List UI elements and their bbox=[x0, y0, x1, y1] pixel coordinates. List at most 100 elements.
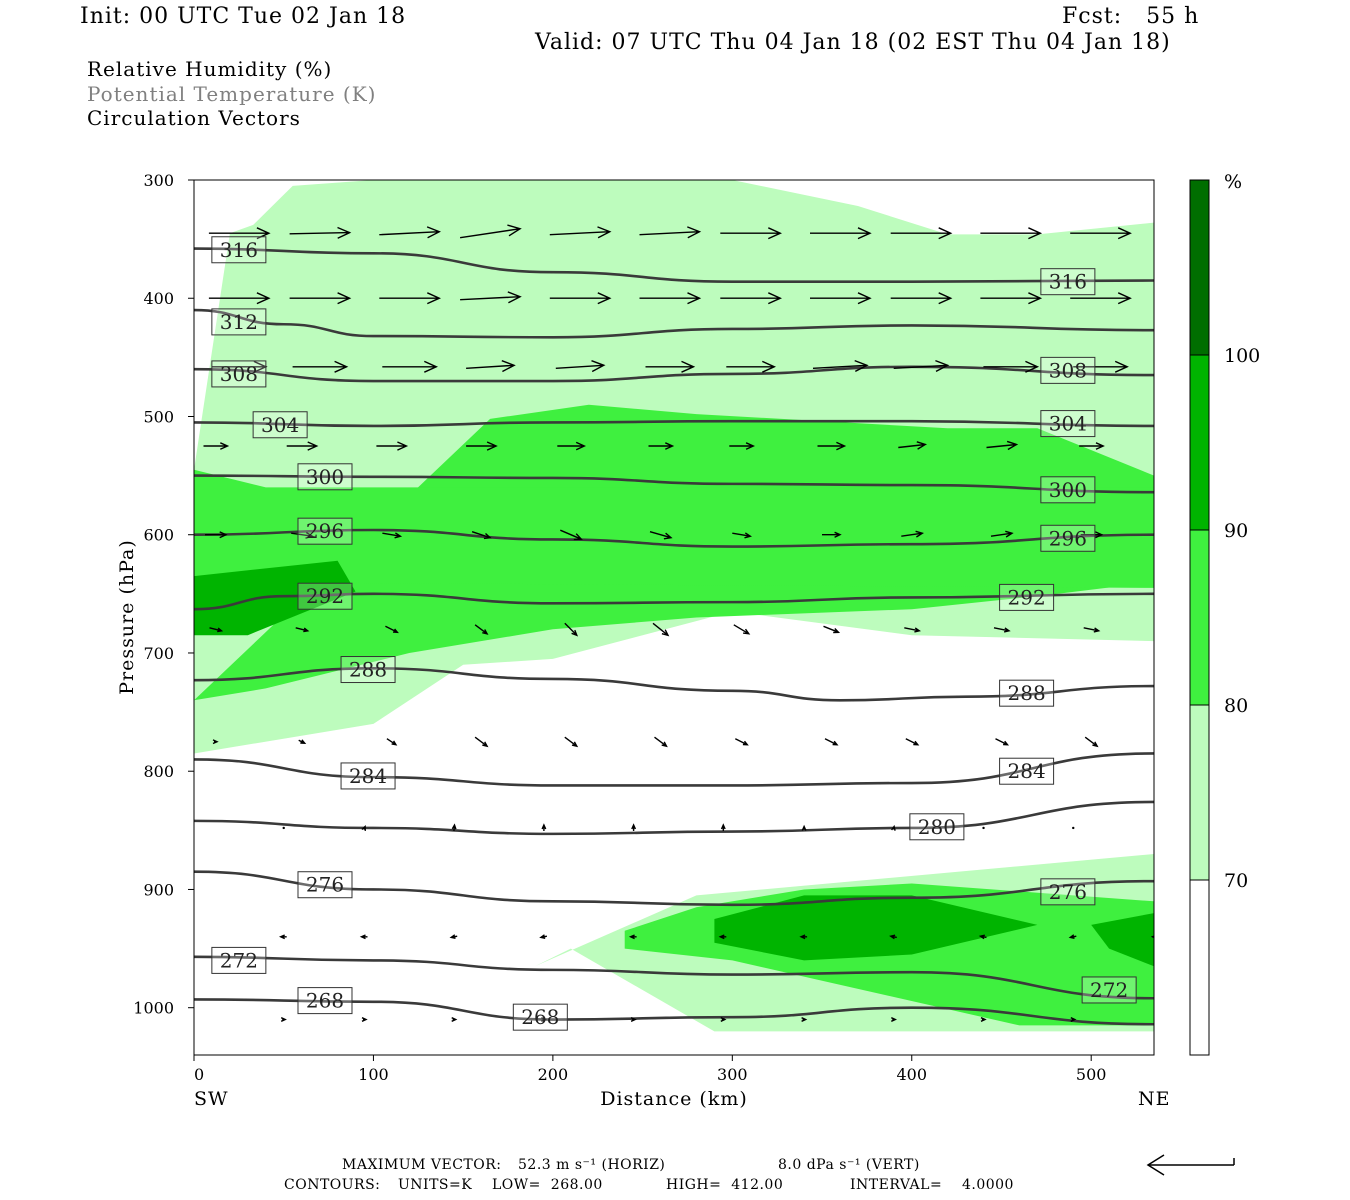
circulation-vector bbox=[720, 227, 783, 240]
circulation-vector bbox=[1080, 531, 1104, 539]
theta-label-box bbox=[297, 582, 353, 610]
circulation-vector bbox=[289, 226, 352, 239]
rh-region-90 bbox=[714, 895, 1038, 961]
circulation-vector bbox=[995, 738, 1010, 746]
circulation-vector bbox=[982, 826, 985, 830]
x-tick-label: 300 bbox=[717, 1065, 748, 1084]
circulation-vector bbox=[905, 738, 920, 746]
field-rh-title: Relative Humidity (%) bbox=[87, 57, 333, 81]
circulation-vector bbox=[891, 824, 896, 831]
circulation-vector bbox=[557, 441, 587, 451]
theta-label-box bbox=[211, 236, 267, 264]
circulation-vector bbox=[451, 1017, 458, 1022]
x-start-label: SW bbox=[194, 1088, 229, 1110]
theta-label-box bbox=[211, 360, 267, 388]
circulation-vector bbox=[208, 292, 271, 305]
x-tick-label: 0 bbox=[194, 1065, 204, 1084]
circulation-vector bbox=[1070, 227, 1132, 240]
valid-time: Valid: 07 UTC Thu 04 Jan 18 (02 EST Thu … bbox=[535, 30, 1171, 55]
circulation-vector bbox=[564, 622, 579, 637]
theta-label-box bbox=[297, 871, 353, 899]
circulation-vector bbox=[289, 292, 352, 305]
circulation-vector bbox=[212, 739, 219, 745]
axes-layer: 0 100 200 300 400 500 300 400 500 600 700 800 900 100… bbox=[133, 171, 1106, 1084]
circulation-vector bbox=[459, 224, 522, 239]
theta-label-box bbox=[999, 583, 1055, 611]
circulation-vector bbox=[639, 226, 702, 239]
circulation-vector bbox=[541, 823, 547, 831]
circulation-vector bbox=[449, 934, 458, 939]
circulation-vector bbox=[474, 624, 489, 635]
circulation-vector bbox=[382, 532, 403, 539]
circulation-vector bbox=[720, 823, 726, 831]
theta-contour-label: 296 bbox=[1049, 526, 1087, 550]
theta-contour-label: 292 bbox=[1008, 585, 1046, 609]
circulation-vector bbox=[652, 622, 670, 637]
x-tick-label: 500 bbox=[1076, 1065, 1107, 1084]
circulation-vector bbox=[471, 531, 492, 540]
theta-contour-label: 268 bbox=[521, 1005, 559, 1029]
circulation-vector bbox=[379, 226, 441, 239]
theta-contour-label: 300 bbox=[306, 465, 344, 489]
plot-frame bbox=[193, 179, 1155, 1056]
colorbar-level-label: 100 bbox=[1224, 345, 1260, 367]
circulation-vector bbox=[1068, 934, 1077, 939]
field-vectors-title: Circulation Vectors bbox=[87, 106, 301, 130]
circulation-vector bbox=[810, 292, 872, 305]
circulation-vector bbox=[278, 934, 287, 940]
circulation-vector bbox=[824, 738, 839, 746]
circulation-vector bbox=[986, 440, 1019, 451]
theta-label-box bbox=[512, 1003, 568, 1031]
colorbar-segment bbox=[1189, 879, 1210, 1056]
theta-contour-label: 288 bbox=[349, 658, 387, 682]
circulation-vector bbox=[648, 442, 675, 450]
circulation-vector bbox=[205, 531, 228, 539]
circulation-vector bbox=[474, 736, 489, 748]
theta-contour-label: 304 bbox=[1049, 412, 1087, 436]
circulation-vector bbox=[1070, 292, 1132, 305]
circulation-vector bbox=[209, 627, 224, 633]
circulation-vector bbox=[386, 738, 398, 746]
circulation-vector bbox=[564, 736, 579, 748]
theta-contour-label: 296 bbox=[306, 519, 344, 543]
max-vector-horiz: 52.3 m s⁻¹ (HORIZ) bbox=[518, 1157, 666, 1173]
circulation-vector bbox=[1079, 442, 1105, 450]
theta-label-layer: 316 316 312 308 308 304 304 300 300 296 296 292 292 2… bbox=[211, 236, 1137, 1031]
circulation-vector bbox=[901, 530, 924, 538]
y-tick-label: 300 bbox=[143, 171, 174, 190]
circulation-vector bbox=[904, 627, 921, 633]
theta-contour-line bbox=[194, 247, 1154, 283]
circulation-vector bbox=[295, 627, 310, 633]
circulation-vector bbox=[361, 1017, 368, 1022]
theta-label-box bbox=[252, 411, 308, 439]
theta-contour-line bbox=[194, 998, 1154, 1026]
circulation-vector bbox=[822, 531, 842, 538]
theta-contour-label: 312 bbox=[220, 310, 258, 334]
circulation-vector bbox=[993, 627, 1011, 633]
theta-contour-line bbox=[194, 800, 1154, 836]
x-axis-label: Distance (km) bbox=[600, 1088, 748, 1110]
circulation-vector bbox=[980, 227, 1043, 240]
circulation-vector bbox=[1072, 826, 1075, 830]
circulation-vector bbox=[631, 823, 637, 831]
theta-label-box bbox=[909, 813, 965, 841]
circulation-vector bbox=[560, 529, 583, 541]
theta-contour-label: 276 bbox=[306, 873, 344, 897]
circulation-vector bbox=[639, 292, 702, 305]
circulation-vector bbox=[382, 360, 439, 373]
circulation-vector bbox=[1084, 736, 1099, 748]
theta-contour-line bbox=[194, 419, 1154, 428]
colorbar: 70 80 90 100 bbox=[1189, 179, 1260, 1056]
circulation-vector bbox=[978, 934, 987, 940]
circulation-vector bbox=[645, 360, 696, 373]
circulation-vector bbox=[549, 226, 612, 239]
theta-contour-line bbox=[194, 528, 1154, 548]
theta-contour-label: 280 bbox=[918, 815, 956, 839]
circulation-vector bbox=[1070, 1017, 1077, 1022]
init-time: Init: 00 UTC Tue 02 Jan 18 bbox=[80, 4, 407, 29]
x-end-label: NE bbox=[1138, 1088, 1171, 1110]
colorbar-segment bbox=[1189, 354, 1210, 531]
colorbar-level-label: 70 bbox=[1224, 870, 1248, 892]
theta-label-box bbox=[1040, 524, 1096, 552]
